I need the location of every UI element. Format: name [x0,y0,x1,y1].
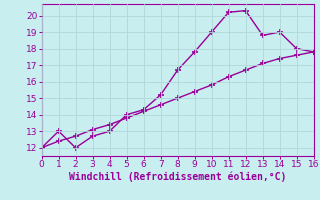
X-axis label: Windchill (Refroidissement éolien,°C): Windchill (Refroidissement éolien,°C) [69,172,286,182]
